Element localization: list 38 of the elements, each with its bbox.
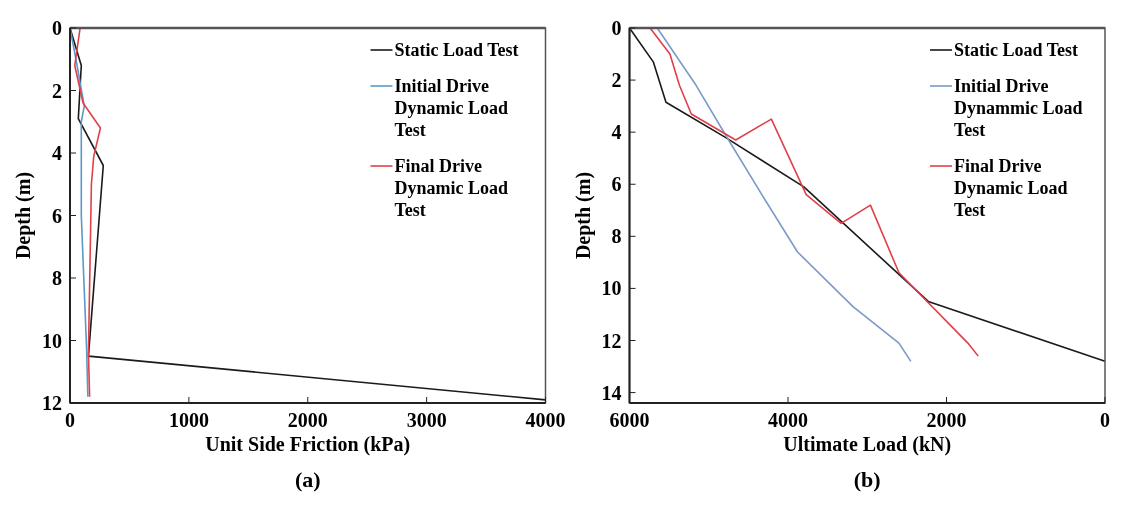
y-tick-label: 14 xyxy=(601,381,622,404)
y-tick-label: 8 xyxy=(52,267,62,289)
line-series xyxy=(69,27,547,401)
legend-label: Static Load Test xyxy=(954,40,1079,60)
y-tick-label: 2 xyxy=(611,69,622,92)
x-tick-label: 4000 xyxy=(525,409,566,431)
y-tick-label: 12 xyxy=(601,329,622,352)
y-axis-title: Depth (m) xyxy=(12,171,35,260)
y-tick-label: 6 xyxy=(611,173,622,196)
y-tick-label: 6 xyxy=(52,204,62,227)
y-tick-label: 10 xyxy=(42,329,62,352)
text: (b) xyxy=(853,467,881,492)
legend-label: Initial Drive Dynammic Load Test xyxy=(954,76,1083,140)
x-tick-label: 1000 xyxy=(168,409,209,431)
y-tick-label: 10 xyxy=(601,277,622,300)
x-tick-label: 3000 xyxy=(406,409,447,431)
text: (a) xyxy=(294,467,321,492)
x-tick-label: 2000 xyxy=(926,409,967,431)
x-axis-title: Ultimate Load (kN) xyxy=(783,433,952,456)
y-tick-label: 8 xyxy=(611,225,622,248)
y-tick-label: 2 xyxy=(52,79,62,102)
y-tick-label: 0 xyxy=(611,17,622,39)
legend-label: Final Drive Dynamic Load Test xyxy=(954,156,1068,220)
x-axis-title: Unit Side Friction (kPa) xyxy=(205,433,411,456)
y-tick-label: 4 xyxy=(52,142,62,164)
y-axis-title: Depth (m) xyxy=(571,171,595,260)
x-tick-label: 6000 xyxy=(609,409,650,431)
line-series xyxy=(656,27,912,363)
x-tick-label: 4000 xyxy=(768,409,808,431)
x-tick-label: 0 xyxy=(1100,409,1110,431)
line-series xyxy=(73,27,102,398)
legend-label: Initial Drive Dynamic Load Test xyxy=(394,76,509,140)
y-tick-label: 12 xyxy=(42,392,62,414)
legend-label: Static Load Test xyxy=(394,40,519,60)
y-tick-label: 0 xyxy=(52,17,62,39)
x-tick-label: 2000 xyxy=(287,409,328,431)
y-tick-label: 4 xyxy=(611,121,622,144)
legend-label: Final Drive Dynamic Load Test xyxy=(394,156,509,220)
